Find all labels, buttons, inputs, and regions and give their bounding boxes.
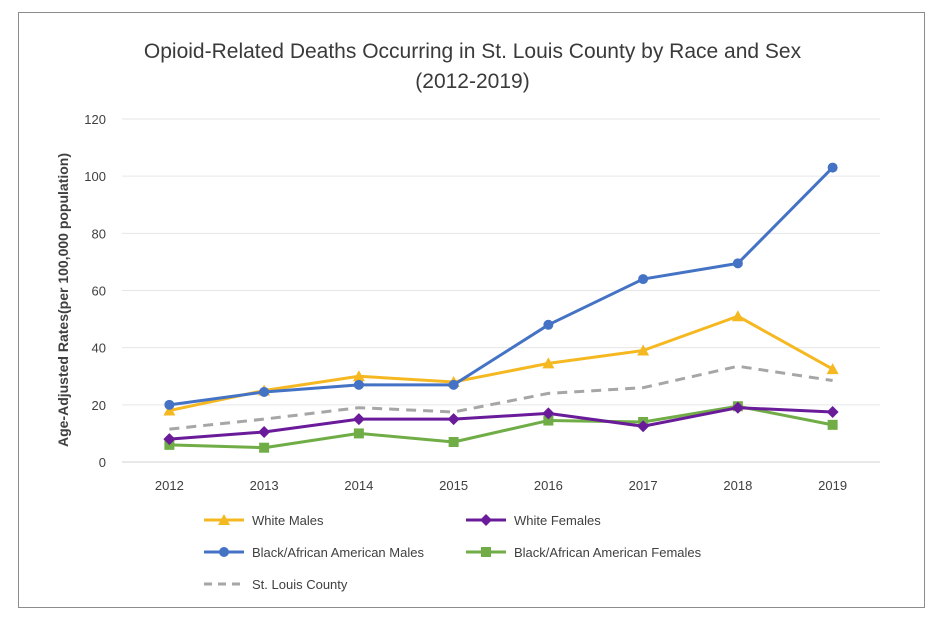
legend-marker bbox=[219, 547, 229, 557]
y-tick-label: 80 bbox=[92, 226, 106, 241]
data-point-white-males bbox=[826, 363, 839, 375]
chart-subtitle: (2012-2019) bbox=[415, 70, 530, 93]
data-point-black-african-american-males bbox=[353, 379, 364, 390]
legend-item-black-african-american-females: Black/African American Females bbox=[466, 545, 702, 560]
series-st-louis-county bbox=[169, 364, 833, 431]
series-line-black-african-american-females bbox=[167, 404, 835, 450]
y-axis-label: Age-Adjusted Rates(per 100,000 populatio… bbox=[55, 153, 71, 447]
data-point-white-males bbox=[542, 357, 555, 369]
x-tick-label: 2014 bbox=[344, 478, 373, 493]
x-tick-label: 2015 bbox=[439, 478, 468, 493]
legend-marker bbox=[218, 514, 230, 525]
data-point-black-african-american-males bbox=[164, 399, 175, 410]
data-point-white-males bbox=[352, 370, 365, 382]
series-black-african-american-males bbox=[164, 162, 838, 410]
series-line-white-males bbox=[167, 314, 835, 413]
legend-item-black-african-american-males: Black/African American Males bbox=[204, 545, 424, 560]
data-point-white-males bbox=[731, 310, 744, 322]
chart-title: Opioid-Related Deaths Occurring in St. L… bbox=[143, 40, 802, 63]
data-point-white-males bbox=[637, 344, 650, 356]
data-point-white-females bbox=[352, 413, 365, 426]
data-point-black-african-american-males bbox=[259, 386, 270, 397]
x-tick-label: 2018 bbox=[723, 478, 752, 493]
x-tick-label: 2012 bbox=[155, 478, 184, 493]
data-point-black-african-american-females bbox=[827, 419, 838, 430]
legend-item-white-females: White Females bbox=[466, 513, 601, 528]
chart-frame bbox=[18, 12, 925, 608]
series-line-black-african-american-males bbox=[167, 166, 835, 407]
legend-label: St. Louis County bbox=[252, 577, 348, 592]
data-point-black-african-american-females bbox=[259, 442, 270, 453]
legend-label: Black/African American Females bbox=[514, 545, 702, 560]
series-white-males bbox=[163, 310, 839, 416]
series-line-st-louis-county bbox=[169, 364, 833, 431]
series-lines bbox=[163, 162, 839, 453]
series-white-females bbox=[163, 401, 839, 446]
data-point-white-females bbox=[258, 425, 271, 438]
data-point-black-african-american-females bbox=[448, 436, 459, 447]
legend-marker bbox=[480, 514, 492, 526]
y-tick-label: 120 bbox=[84, 112, 106, 127]
legend-item-white-males: White Males bbox=[204, 513, 324, 528]
x-tick-label: 2013 bbox=[250, 478, 279, 493]
data-point-black-african-american-males bbox=[732, 258, 743, 269]
y-axis-ticks: 0 20 40 60 80 100 120 bbox=[84, 112, 106, 470]
data-point-white-females bbox=[542, 407, 555, 420]
legend-marker bbox=[481, 547, 491, 557]
data-point-white-females bbox=[447, 413, 460, 426]
data-point-white-females bbox=[826, 405, 839, 418]
legend-label: Black/African American Males bbox=[252, 545, 424, 560]
series-line-white-females bbox=[167, 406, 835, 441]
data-point-black-african-american-males bbox=[543, 319, 554, 330]
data-point-white-females bbox=[731, 401, 744, 414]
y-tick-label: 60 bbox=[92, 284, 106, 299]
data-point-white-females bbox=[163, 433, 176, 446]
legend-label: White Females bbox=[514, 513, 601, 528]
y-tick-label: 0 bbox=[99, 455, 106, 470]
y-tick-label: 100 bbox=[84, 169, 106, 184]
x-tick-label: 2017 bbox=[629, 478, 658, 493]
data-point-white-males bbox=[163, 404, 176, 416]
x-tick-label: 2019 bbox=[818, 478, 847, 493]
data-point-black-african-american-females bbox=[353, 428, 364, 439]
data-point-black-african-american-females bbox=[543, 415, 554, 426]
y-tick-label: 20 bbox=[92, 398, 106, 413]
x-axis-ticks: 2012 2013 2014 2015 2016 2017 2018 2019 bbox=[155, 478, 847, 493]
legend-item-st-louis-county: St. Louis County bbox=[204, 577, 348, 592]
y-tick-label: 40 bbox=[92, 341, 106, 356]
x-tick-label: 2016 bbox=[534, 478, 563, 493]
data-point-white-females bbox=[637, 420, 650, 433]
legend: White Males White Females Black/African Am… bbox=[204, 513, 702, 592]
data-point-black-african-american-males bbox=[448, 379, 459, 390]
legend-label: White Males bbox=[252, 513, 324, 528]
data-point-black-african-american-males bbox=[827, 162, 838, 173]
data-point-black-african-american-males bbox=[638, 274, 649, 285]
gridlines bbox=[122, 118, 880, 463]
